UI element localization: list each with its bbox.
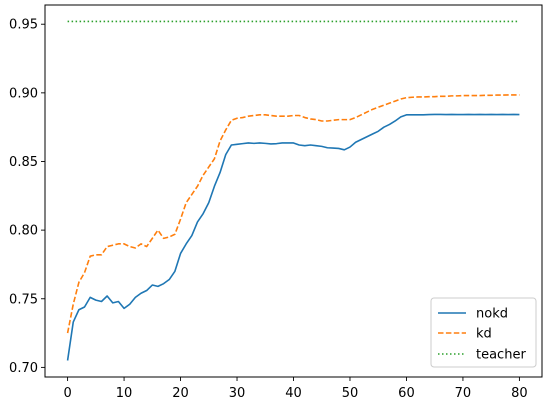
x-tick-label: 50 <box>342 386 359 401</box>
y-tick-label: 0.85 <box>9 155 38 170</box>
x-tick-label: 70 <box>455 386 472 401</box>
series-line-nokd <box>66 113 520 361</box>
y-tick-label: 0.90 <box>9 86 38 101</box>
x-tick-label: 20 <box>172 386 189 401</box>
legend-label-nokd: nokd <box>476 307 508 322</box>
y-tick-label: 0.70 <box>9 361 38 376</box>
legend-box <box>430 297 537 368</box>
y-axis-ticks: 0.70 0.75 0.80 0.85 0.90 0.95 <box>9 18 45 376</box>
legend-label-teacher: teacher <box>476 348 526 363</box>
x-tick-label: 80 <box>511 386 528 401</box>
y-tick-label: 0.80 <box>9 224 38 239</box>
x-tick-label: 60 <box>398 386 415 401</box>
x-tick-label: 40 <box>285 386 302 401</box>
x-axis-ticks: 0 10 20 30 40 50 60 70 80 <box>63 377 528 401</box>
legend: nokd kd teacher <box>430 297 537 368</box>
x-tick-label: 30 <box>229 386 246 401</box>
y-tick-label: 0.75 <box>9 292 38 307</box>
x-tick-label: 0 <box>63 386 71 401</box>
y-tick-label: 0.95 <box>9 18 38 33</box>
plot-frame <box>44 4 543 378</box>
series-line-kd <box>66 94 520 334</box>
legend-label-kd: kd <box>476 327 492 342</box>
series-layer <box>66 20 520 361</box>
x-tick-label: 10 <box>116 386 133 401</box>
